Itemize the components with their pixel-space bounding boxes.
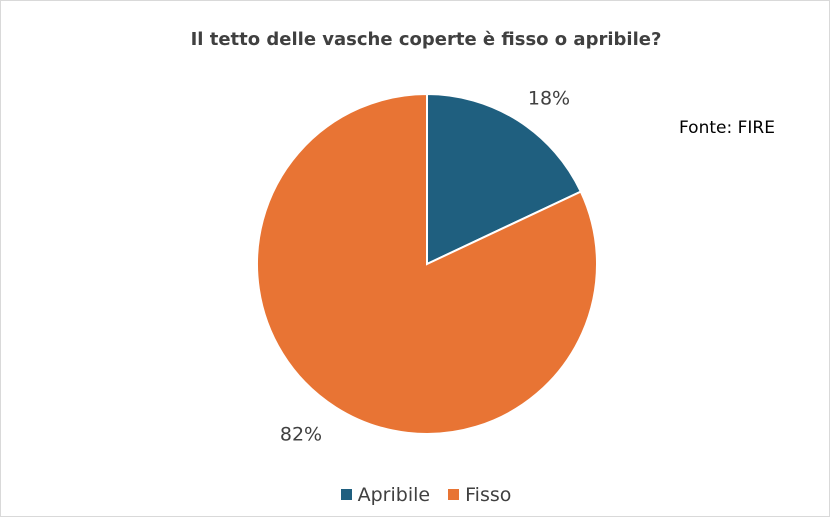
legend-item-fisso: Fisso [448, 484, 511, 506]
pie-slices [256, 92, 598, 435]
pie-slice-fisso [256, 92, 598, 435]
legend-swatch-apribile [340, 489, 352, 500]
legend: Apribile Fisso [1, 483, 830, 506]
data-label-apribile: 18% [528, 88, 570, 110]
pie-slice-apribile [426, 92, 583, 266]
data-label-fisso: 82% [280, 424, 322, 446]
chart-title: Il tetto delle vasche coperte è fisso o … [190, 29, 662, 50]
legend-label-apribile: Apribile [357, 483, 431, 506]
legend-item-apribile: Apribile [340, 483, 431, 506]
pie-labels: 18% 82% [280, 88, 570, 446]
legend-swatch-fisso [448, 489, 460, 500]
legend-label-fisso: Fisso [465, 483, 512, 506]
source-note: Fonte: FIRE [679, 118, 775, 138]
